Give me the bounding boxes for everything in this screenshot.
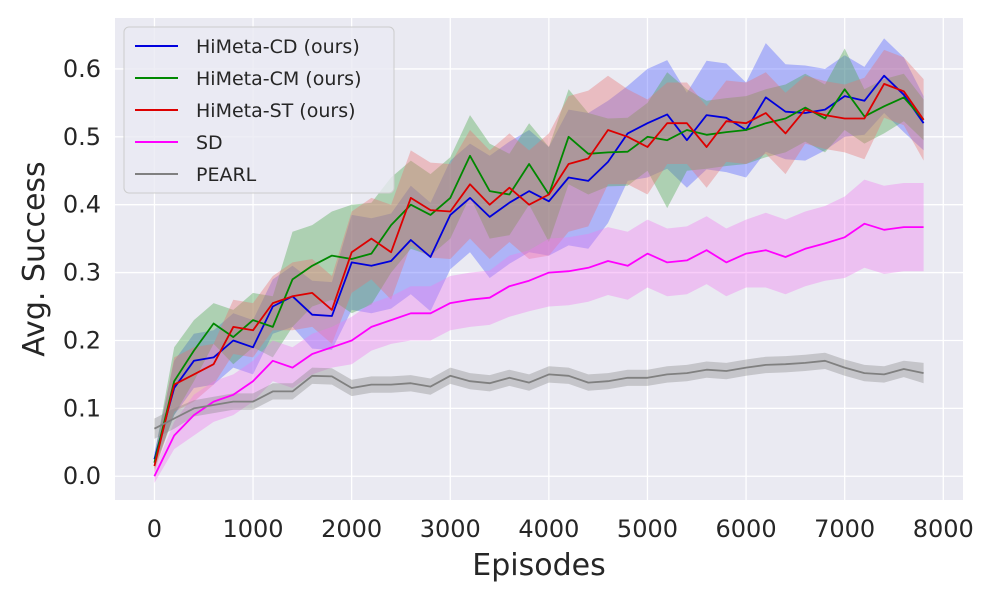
x-axis-label: Episodes [472,548,605,583]
legend-label: SD [196,132,223,154]
y-tick-label: 0.6 [63,55,101,83]
legend-label: HiMeta-CD (ours) [196,36,360,58]
band-himeta-cd-ours [154,38,924,467]
x-tick-label: 4000 [518,515,579,543]
y-tick-label: 0.4 [63,191,101,219]
y-tick-label: 0.0 [63,462,101,490]
line-himeta-st-ours [153,83,925,467]
y-tick-label: 0.3 [63,259,101,287]
legend-label: HiMeta-CM (ours) [196,68,362,90]
y-tick-labels: 0.0 0.1 0.2 0.3 0.4 0.5 0.6 [63,55,101,490]
x-tick-label: 2000 [321,515,382,543]
line-sd [153,222,924,477]
line-pearl [153,359,924,430]
legend: HiMeta-CD (ours) HiMeta-CM (ours) HiMeta-S… [123,26,395,194]
band-himeta-st-ours [154,49,924,473]
series-lines [153,74,925,477]
y-axis-label: Avg. Success [17,161,52,356]
x-tick-labels: 0 1000 2000 3000 4000 5000 6000 7000 8000 [147,515,974,543]
x-tick-label: 8000 [913,515,974,543]
x-tick-label: 7000 [814,515,875,543]
y-tick-label: 0.1 [63,394,101,422]
legend-label: PEARL [196,164,257,186]
line-himeta-cm-ours [153,88,925,463]
legend-label: HiMeta-ST (ours) [196,100,356,122]
legend-frame [123,26,395,194]
x-tick-label: 5000 [617,515,678,543]
x-tick-label: 3000 [420,515,481,543]
confidence-bands [154,38,924,483]
band-himeta-cm-ours [154,48,924,470]
band-sd [154,179,924,483]
x-tick-label: 1000 [223,515,284,543]
x-tick-label: 6000 [716,515,777,543]
y-tick-label: 0.2 [63,326,101,354]
y-tick-label: 0.5 [63,123,101,151]
band-pearl [154,352,924,439]
x-tick-label: 0 [147,515,162,543]
